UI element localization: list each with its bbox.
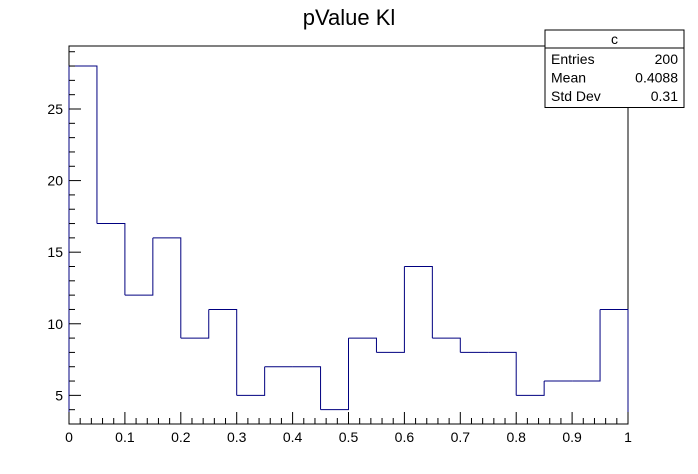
x-tick-label: 0.4	[283, 429, 303, 445]
histogram-bin	[208, 308, 238, 396]
stats-box-name: c	[611, 31, 618, 47]
stats-row-label: Entries	[551, 51, 595, 67]
histogram-bin	[152, 237, 182, 339]
y-tick-label: 15	[47, 244, 63, 260]
stats-row-label: Mean	[551, 70, 586, 86]
x-tick-label: 0.2	[171, 429, 191, 445]
histogram-bin	[180, 309, 210, 339]
stats-row-value: 200	[655, 51, 679, 67]
histogram-bin	[404, 266, 433, 339]
stats-box: c Entries 200 Mean 0.4088 Std Dev 0.31	[544, 29, 685, 108]
x-tick-label: 0.7	[451, 429, 471, 445]
histogram-bin	[572, 309, 601, 382]
histogram-bin	[348, 337, 377, 353]
x-tick-label: 0.1	[115, 429, 135, 445]
histogram-bin	[488, 351, 517, 396]
y-tick-label: 20	[47, 173, 63, 189]
histogram-bin	[376, 266, 405, 353]
stats-row-label: Std Dev	[551, 88, 601, 104]
x-tick-label: 1	[624, 429, 632, 445]
x-tick-label: 0.3	[227, 429, 247, 445]
stats-box-frame	[544, 29, 685, 108]
y-tick-label: 10	[47, 316, 63, 332]
x-tick-label: 0.8	[506, 429, 526, 445]
histogram-bin	[320, 338, 349, 411]
x-tick-label: 0.9	[562, 429, 582, 445]
histogram-bin	[432, 337, 461, 353]
x-tick-label: 0.5	[339, 429, 359, 445]
x-tick-label: 0	[65, 429, 73, 445]
stats-row-value: 0.4088	[635, 70, 678, 86]
stats-row-value: 0.31	[651, 88, 678, 104]
histogram-bin	[600, 308, 629, 424]
histogram-bin	[96, 223, 126, 296]
y-tick-label: 5	[55, 387, 63, 403]
chart-title: pValue Kl	[303, 5, 396, 30]
y-tick-label: 25	[47, 101, 63, 117]
histogram-bin	[292, 366, 322, 410]
histogram-bin	[236, 366, 266, 396]
histogram-bin	[124, 237, 154, 296]
x-tick-label: 0.6	[395, 429, 415, 445]
histogram-bin	[516, 381, 545, 396]
histogram-bin	[68, 65, 98, 424]
